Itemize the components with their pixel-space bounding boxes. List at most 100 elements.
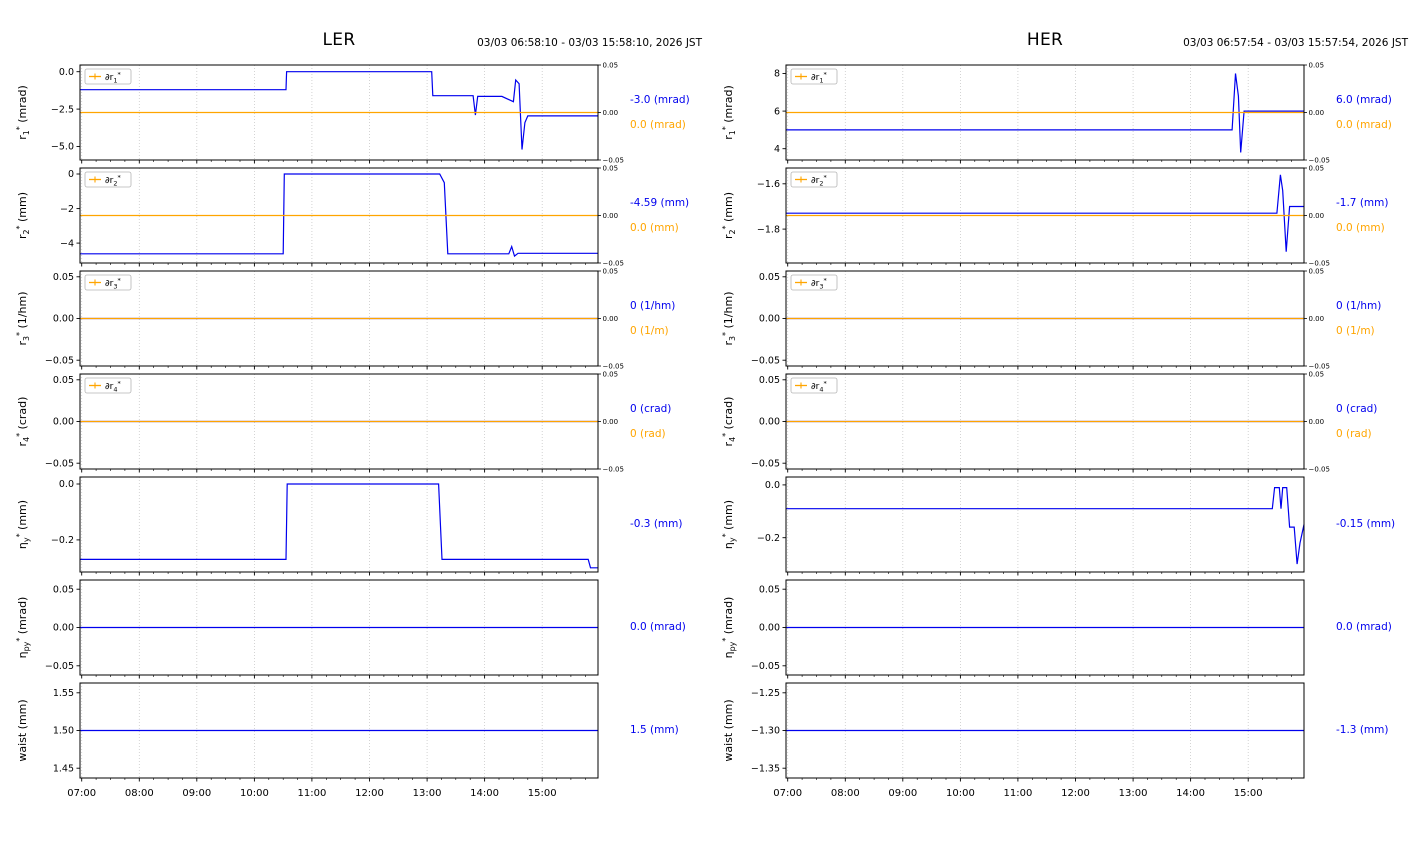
x-tick-label: 08:00: [831, 788, 860, 799]
x-tick-label: 07:00: [773, 788, 802, 799]
legend-frame: [84, 68, 132, 85]
x-tick-label: 07:00: [67, 788, 96, 799]
subplot-r2: 0 −2 −4 0.05 0.00 −0.05 r2* (mm) ∂r2* -4.59 (mm)…: [0, 165, 706, 268]
value-annotation-eta-py-blue: 0.0 (mrad): [1336, 621, 1392, 633]
chart-r1: 0.0 −2.5 −5.0 0.05 0.00 −0.05 r1* (mrad) ∂r1*: [15, 62, 624, 164]
secondary-tick-label: −0.05: [603, 465, 624, 473]
panel-title-ler: LER: [322, 30, 356, 50]
subplot-waist: 1.55 1.50 1.45 waist (mm) 1.5 (mm): [0, 680, 706, 783]
series-blue: [786, 487, 1305, 565]
y-axis-label: r3* (1/hm): [15, 292, 31, 346]
y-axis-label: waist (mm): [16, 699, 29, 761]
value-annotation-r4-orange: 0 (rad): [630, 428, 666, 440]
secondary-tick-label: −0.05: [1309, 362, 1330, 370]
chart-r4: 0.05 0.00 −0.05 0.05 0.00 −0.05 r4* (crad) ∂r4*: [15, 371, 624, 473]
chart-waist: 1.55 1.50 1.45 waist (mm): [16, 682, 599, 782]
chart-r2: −1.6 −1.8 0.05 0.00 −0.05 r2* (mm) ∂r2*: [721, 165, 1330, 267]
panel-ler: LER 03/03 06:58:10 - 03/03 15:58:10, 202…: [0, 6, 706, 858]
x-tick-label: 11:00: [297, 788, 326, 799]
y-tick-label: −5.0: [51, 142, 74, 153]
y-tick-label: 0.05: [759, 584, 780, 595]
value-annotation-r3-orange: 0 (1/m): [1336, 325, 1375, 337]
y-tick-label: −0.05: [751, 661, 780, 672]
series-blue: [80, 173, 598, 258]
y-axis-label: r2* (mm): [721, 192, 737, 239]
secondary-tick-label: 0.00: [603, 315, 619, 323]
secondary-tick-label: 0.00: [1309, 109, 1325, 117]
legend-frame: [790, 274, 838, 291]
secondary-tick-label: 0.00: [1309, 212, 1325, 220]
secondary-tick-label: 0.05: [603, 268, 619, 275]
legend-frame: [84, 274, 132, 291]
secondary-tick-label: −0.05: [603, 259, 624, 267]
secondary-tick-label: −0.05: [603, 362, 624, 370]
subplot-r4: 0.05 0.00 −0.05 0.05 0.00 −0.05 r4* (crad) ∂r4*…: [706, 371, 1412, 474]
legend-label: ∂r4*: [105, 380, 121, 394]
y-tick-label: 0.00: [53, 417, 74, 428]
legend-frame: [84, 171, 132, 188]
subplot-r2: −1.6 −1.8 0.05 0.00 −0.05 r2* (mm) ∂r2* -1.7 (m…: [706, 165, 1412, 268]
y-tick-label: 1.45: [53, 763, 74, 774]
legend-label: ∂r1*: [105, 71, 121, 85]
value-annotation-r2-orange: 0.0 (mm): [630, 222, 679, 234]
legend-frame: [790, 68, 838, 85]
y-tick-label: −0.05: [751, 355, 780, 366]
x-axis-strip-ler: 07:00 08:00 09:00 10:00 11:00 12:00 13:00 14:00…: [67, 788, 556, 799]
secondary-tick-label: 0.05: [1309, 268, 1325, 275]
value-annotation-r4-blue: 0 (crad): [630, 403, 672, 415]
y-axis-label: ηy* (mm): [721, 500, 737, 549]
y-tick-label: −1.30: [751, 726, 780, 737]
x-axis-strip-her: 07:00 08:00 09:00 10:00 11:00 12:00 13:00 14:00…: [773, 788, 1262, 799]
secondary-tick-label: 0.00: [1309, 315, 1325, 323]
legend-frame: [790, 377, 838, 394]
series-blue: [786, 174, 1304, 252]
chart-waist: −1.25 −1.30 −1.35 waist (mm): [722, 682, 1305, 782]
panel-charts: 0.0 −2.5 −5.0 0.05 0.00 −0.05 r1* (mrad) ∂r1* -3…: [0, 62, 706, 805]
x-tick-label: 09:00: [888, 788, 917, 799]
chart-eta-py: 0.05 0.00 −0.05 ηpy* (mrad): [721, 579, 1305, 679]
chart-r3: 0.05 0.00 −0.05 0.05 0.00 −0.05 r3* (1/hm) ∂r3*: [15, 268, 624, 370]
value-annotation-r3-orange: 0 (1/m): [630, 325, 669, 337]
legend: ∂r2*: [84, 171, 132, 188]
value-annotation-r3-blue: 0 (1/hm): [1336, 300, 1382, 312]
subplot-eta-py: 0.05 0.00 −0.05 ηpy* (mrad) 0.0 (mrad): [0, 577, 706, 680]
x-axis-ler: 07:00 08:00 09:00 10:00 11:00 12:00 13:00 14:00…: [0, 783, 706, 805]
series-blue: [80, 483, 598, 569]
subplot-eta-py: 0.05 0.00 −0.05 ηpy* (mrad) 0.0 (mrad): [706, 577, 1412, 680]
y-axis-label: ηy* (mm): [15, 500, 31, 549]
y-tick-label: 1.55: [53, 688, 74, 699]
series-blue: [80, 71, 598, 150]
y-axis-label: waist (mm): [722, 699, 735, 761]
y-tick-label: 0.05: [759, 375, 780, 386]
secondary-tick-label: 0.00: [603, 109, 619, 117]
value-annotation-r2-blue: -1.7 (mm): [1336, 197, 1389, 209]
subplot-r3: 0.05 0.00 −0.05 0.05 0.00 −0.05 r3* (1/hm) ∂r3*…: [706, 268, 1412, 371]
legend-frame: [790, 171, 838, 188]
value-annotation-eta-y-blue: -0.3 (mm): [630, 518, 683, 530]
y-tick-label: −0.2: [51, 535, 74, 546]
plot-border: [785, 476, 1305, 573]
legend-label: ∂r2*: [105, 174, 121, 188]
legend-label: ∂r4*: [811, 380, 827, 394]
y-tick-label: 8: [774, 69, 780, 80]
y-axis-label: r4* (crad): [15, 397, 31, 447]
secondary-tick-label: −0.05: [1309, 465, 1330, 473]
x-tick-label: 08:00: [125, 788, 154, 799]
y-tick-label: −0.05: [45, 355, 74, 366]
value-annotation-r1-blue: -3.0 (mrad): [630, 94, 690, 106]
value-annotation-r1-orange: 0.0 (mrad): [1336, 119, 1392, 131]
value-annotation-waist-blue: -1.3 (mm): [1336, 724, 1389, 736]
y-axis-label: r1* (mrad): [721, 85, 737, 140]
y-tick-label: 0: [68, 169, 74, 180]
y-tick-label: 0.00: [759, 314, 780, 325]
value-annotation-waist-blue: 1.5 (mm): [630, 724, 679, 736]
y-tick-label: 4: [774, 144, 780, 155]
legend-label: ∂r3*: [105, 277, 121, 291]
legend-label: ∂r2*: [811, 174, 827, 188]
x-tick-label: 11:00: [1003, 788, 1032, 799]
chart-r3: 0.05 0.00 −0.05 0.05 0.00 −0.05 r3* (1/hm) ∂r3*: [721, 268, 1330, 370]
chart-eta-y: 0.0 −0.2 ηy* (mm): [15, 476, 599, 576]
chart-r1: 8 6 4 0.05 0.00 −0.05 r1* (mrad) ∂r1*: [721, 62, 1330, 164]
y-tick-label: 0.00: [759, 623, 780, 634]
x-axis-her: 07:00 08:00 09:00 10:00 11:00 12:00 13:00 14:00…: [706, 783, 1412, 805]
